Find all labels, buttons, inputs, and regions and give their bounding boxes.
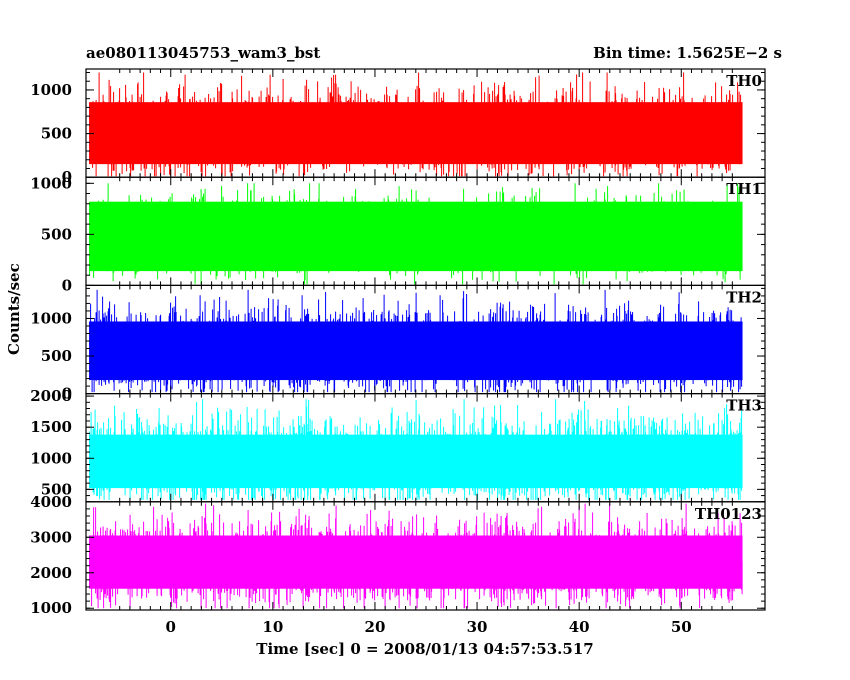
xtick-label-20: 20 [365,618,386,636]
panel-label-TH0123: TH0123 [695,505,762,523]
series-line-TH2 [90,289,743,393]
series-line-TH0123 [91,503,743,609]
ytick-label-TH0-500: 500 [41,125,72,143]
ytick-label-TH0-1000: 1000 [30,81,72,99]
x-axis-label: Time [sec] 0 = 2008/01/13 04:57:53.517 [256,640,594,658]
ytick-label-TH2-1000: 1000 [30,309,72,327]
ytick-label-TH0-0: 0 [62,168,72,186]
ytick-label-TH3-2000: 2000 [30,387,72,405]
ytick-label-TH2-500: 500 [41,347,72,365]
bin-time-label: Bin time: 1.5625E−2 s [593,44,782,62]
ytick-label-TH0123-4000: 4000 [30,493,72,511]
xtick-label-0: 0 [166,618,176,636]
panel-label-TH2: TH2 [726,288,762,306]
ytick-label-TH1-500: 500 [41,225,72,243]
series-line-TH0 [92,72,742,177]
series-line-TH3 [89,399,743,500]
ytick-label-TH3-500: 500 [41,480,72,498]
panel-label-TH0: TH0 [726,72,762,90]
ytick-label-TH1-0: 0 [62,276,72,294]
ytick-label-TH1-1000: 1000 [30,174,72,192]
chart-title: ae080113045753_wam3_bst [86,44,321,62]
xtick-label-50: 50 [671,618,692,636]
xtick-label-10: 10 [262,618,283,636]
ytick-label-TH3-1000: 1000 [30,449,72,467]
panel-label-TH1: TH1 [726,180,762,198]
ytick-label-TH2-0: 0 [62,385,72,403]
ytick-label-TH3-1500: 1500 [30,418,72,436]
xtick-label-30: 30 [467,618,488,636]
panel-label-TH3: TH3 [726,397,762,415]
ytick-label-TH0123-1000: 1000 [30,599,72,617]
xtick-label-40: 40 [569,618,590,636]
ytick-label-TH0123-2000: 2000 [30,564,72,582]
ytick-label-TH0123-3000: 3000 [30,528,72,546]
panel-frame-TH0123 [85,501,766,611]
